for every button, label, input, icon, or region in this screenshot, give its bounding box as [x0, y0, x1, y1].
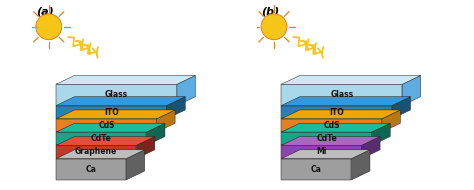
Polygon shape — [282, 75, 420, 84]
Polygon shape — [282, 159, 352, 180]
Polygon shape — [362, 136, 380, 159]
Text: Glass: Glass — [330, 90, 353, 99]
Text: Mi: Mi — [316, 147, 327, 157]
Polygon shape — [382, 110, 401, 132]
Polygon shape — [56, 97, 185, 105]
Polygon shape — [126, 150, 145, 180]
Polygon shape — [372, 123, 390, 145]
Circle shape — [261, 14, 287, 40]
Polygon shape — [282, 110, 401, 119]
Text: Ca: Ca — [86, 165, 97, 174]
Text: (b): (b) — [261, 6, 279, 17]
Polygon shape — [156, 110, 175, 132]
Text: CdTe: CdTe — [91, 134, 112, 143]
Polygon shape — [56, 145, 137, 159]
Polygon shape — [282, 123, 390, 132]
Polygon shape — [56, 75, 195, 84]
Text: CdS: CdS — [323, 121, 340, 130]
Text: (a): (a) — [36, 6, 54, 17]
Polygon shape — [56, 123, 165, 132]
Polygon shape — [282, 97, 410, 105]
Polygon shape — [282, 132, 372, 145]
Polygon shape — [56, 119, 156, 132]
Polygon shape — [56, 105, 167, 119]
Polygon shape — [56, 136, 155, 145]
Polygon shape — [352, 150, 370, 180]
Polygon shape — [56, 159, 126, 180]
Text: ITO: ITO — [329, 108, 344, 117]
Text: CdS: CdS — [98, 121, 115, 130]
Polygon shape — [282, 84, 402, 105]
Polygon shape — [56, 132, 146, 145]
Text: Glass: Glass — [105, 90, 128, 99]
Polygon shape — [282, 105, 392, 119]
Polygon shape — [282, 150, 370, 159]
Polygon shape — [282, 119, 382, 132]
Polygon shape — [282, 136, 380, 145]
Text: ITO: ITO — [104, 108, 119, 117]
Polygon shape — [56, 110, 175, 119]
Circle shape — [36, 14, 62, 40]
Polygon shape — [392, 97, 410, 119]
Polygon shape — [56, 150, 145, 159]
Polygon shape — [282, 145, 362, 159]
Text: Ca: Ca — [311, 165, 322, 174]
Polygon shape — [402, 75, 420, 105]
Text: Graphene: Graphene — [75, 147, 118, 157]
Polygon shape — [146, 123, 165, 145]
Polygon shape — [137, 136, 155, 159]
Polygon shape — [167, 97, 185, 119]
Text: CdTe: CdTe — [316, 134, 337, 143]
Polygon shape — [56, 84, 177, 105]
Polygon shape — [177, 75, 195, 105]
